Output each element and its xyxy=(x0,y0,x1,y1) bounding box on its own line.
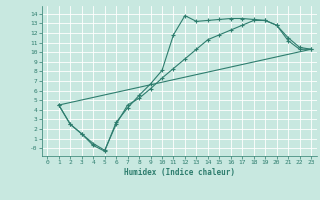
X-axis label: Humidex (Indice chaleur): Humidex (Indice chaleur) xyxy=(124,168,235,177)
